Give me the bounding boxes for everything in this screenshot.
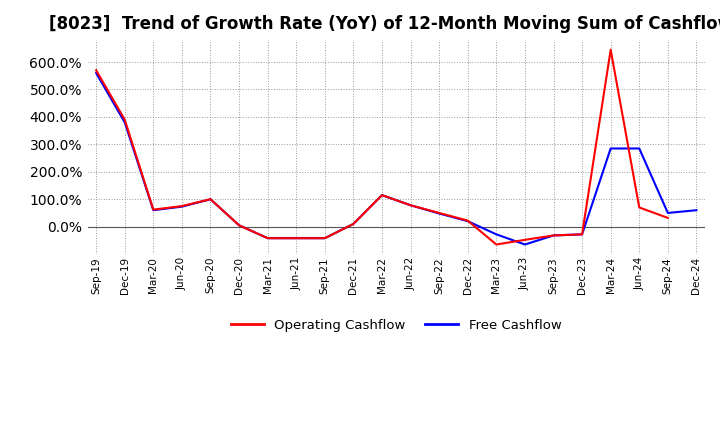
Free Cashflow <box>492 232 500 237</box>
Free Cashflow <box>521 242 529 247</box>
Free Cashflow <box>264 235 272 241</box>
Free Cashflow <box>149 208 158 213</box>
Operating Cashflow <box>320 235 329 241</box>
Operating Cashflow <box>264 235 272 241</box>
Operating Cashflow <box>149 207 158 212</box>
Operating Cashflow <box>92 68 101 73</box>
Operating Cashflow <box>521 237 529 242</box>
Title: [8023]  Trend of Growth Rate (YoY) of 12-Month Moving Sum of Cashflows: [8023] Trend of Growth Rate (YoY) of 12-… <box>50 15 720 33</box>
Free Cashflow <box>320 235 329 241</box>
Operating Cashflow <box>292 235 300 241</box>
Free Cashflow <box>178 204 186 209</box>
Operating Cashflow <box>120 117 129 122</box>
Operating Cashflow <box>635 205 644 210</box>
Operating Cashflow <box>464 218 472 223</box>
Operating Cashflow <box>178 203 186 209</box>
Operating Cashflow <box>378 192 387 198</box>
Free Cashflow <box>635 146 644 151</box>
Legend: Operating Cashflow, Free Cashflow: Operating Cashflow, Free Cashflow <box>225 314 567 337</box>
Line: Operating Cashflow: Operating Cashflow <box>96 50 668 245</box>
Operating Cashflow <box>235 223 243 228</box>
Operating Cashflow <box>206 197 215 202</box>
Operating Cashflow <box>435 210 444 216</box>
Operating Cashflow <box>549 233 558 238</box>
Operating Cashflow <box>492 242 500 247</box>
Free Cashflow <box>349 221 358 227</box>
Free Cashflow <box>292 235 300 241</box>
Line: Free Cashflow: Free Cashflow <box>96 73 696 245</box>
Free Cashflow <box>464 219 472 224</box>
Operating Cashflow <box>349 221 358 227</box>
Free Cashflow <box>549 233 558 238</box>
Free Cashflow <box>120 120 129 125</box>
Free Cashflow <box>406 203 415 208</box>
Operating Cashflow <box>664 215 672 220</box>
Operating Cashflow <box>577 232 586 237</box>
Free Cashflow <box>692 208 701 213</box>
Free Cashflow <box>606 146 615 151</box>
Free Cashflow <box>378 192 387 198</box>
Operating Cashflow <box>606 47 615 52</box>
Free Cashflow <box>92 70 101 76</box>
Free Cashflow <box>664 210 672 216</box>
Operating Cashflow <box>406 203 415 208</box>
Free Cashflow <box>435 211 444 216</box>
Free Cashflow <box>235 223 243 228</box>
Free Cashflow <box>577 232 586 237</box>
Free Cashflow <box>206 197 215 202</box>
